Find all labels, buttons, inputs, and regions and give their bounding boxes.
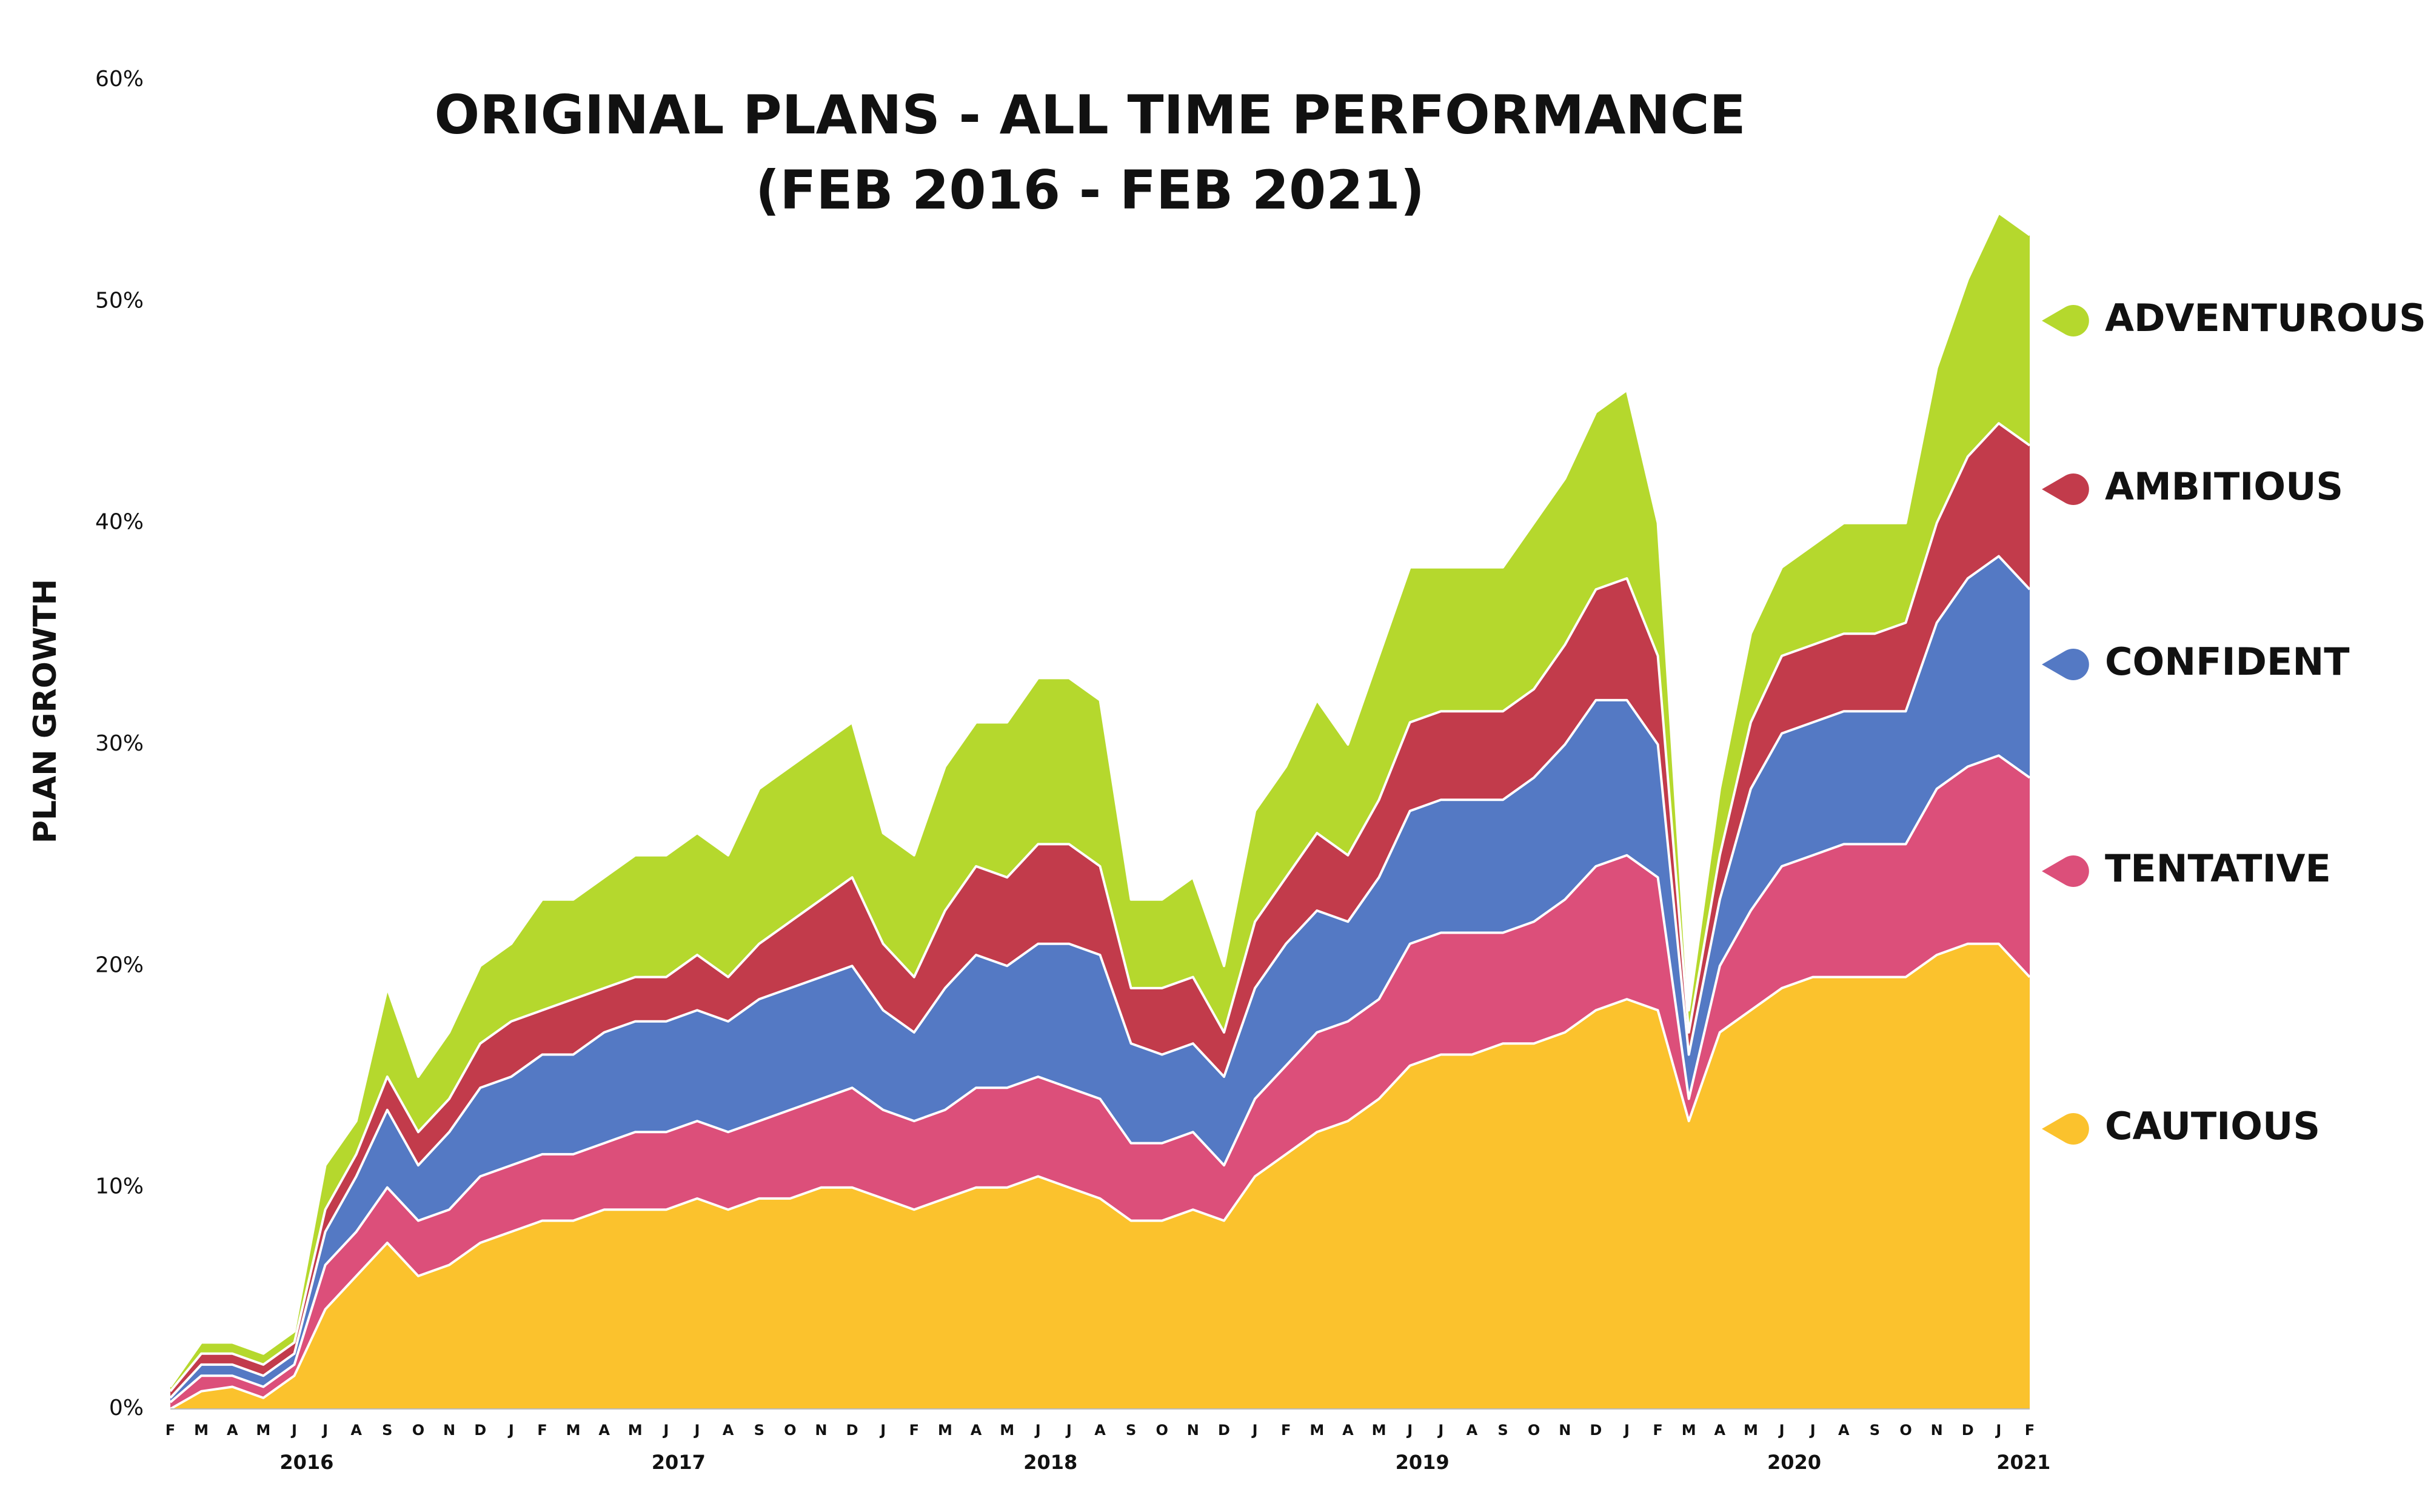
- legend-label: AMBITIOUS: [2105, 464, 2343, 509]
- y-tick-label: 40%: [95, 510, 144, 535]
- x-tick-label: A: [1342, 1422, 1354, 1439]
- x-tick-label: M: [256, 1422, 270, 1439]
- year-label: 2021: [1996, 1451, 2050, 1474]
- x-tick-label: J: [290, 1422, 297, 1439]
- area-line: [170, 942, 2031, 1410]
- y-tick-label: 0%: [109, 1396, 144, 1420]
- x-tick-label: J: [1995, 1422, 2001, 1439]
- chart-subtitle: (FEB 2016 - FEB 2021): [755, 159, 1425, 221]
- x-tick-label: O: [1528, 1422, 1540, 1439]
- year-label: 2018: [1023, 1451, 1077, 1474]
- x-tick-label: M: [566, 1422, 581, 1439]
- legend-marker: [2042, 304, 2089, 337]
- y-tick-label: 60%: [95, 67, 144, 92]
- legend-marker: [2042, 473, 2089, 506]
- legend-marker: [2042, 855, 2089, 887]
- x-tick-label: D: [1962, 1422, 1974, 1439]
- x-tick-label: S: [1870, 1422, 1880, 1439]
- x-tick-label: F: [2025, 1422, 2035, 1439]
- x-tick-label: S: [1126, 1422, 1136, 1439]
- chart-title: ORIGINAL PLANS - ALL TIME PERFORMANCE: [434, 84, 1745, 146]
- x-tick-label: A: [1714, 1422, 1726, 1439]
- x-tick-label: A: [723, 1422, 734, 1439]
- area-fill: [170, 943, 2030, 1409]
- x-tick-label: J: [694, 1422, 700, 1439]
- year-label: 2017: [652, 1451, 706, 1474]
- y-tick-label: 10%: [95, 1174, 144, 1199]
- x-tick-label: D: [1590, 1422, 1602, 1439]
- x-tick-label: S: [1497, 1422, 1508, 1439]
- x-tick-label: D: [1218, 1422, 1230, 1439]
- x-tick-label: M: [628, 1422, 643, 1439]
- x-tick-label: D: [474, 1422, 486, 1439]
- x-tick-label: D: [846, 1422, 858, 1439]
- x-tick-label: A: [1094, 1422, 1106, 1439]
- x-tick-label: F: [537, 1422, 547, 1439]
- x-tick-label: A: [598, 1422, 610, 1439]
- legend-marker: [2042, 1113, 2089, 1145]
- x-tick-label: M: [1000, 1422, 1014, 1439]
- x-tick-label: N: [443, 1422, 455, 1439]
- x-tick-label: F: [909, 1422, 919, 1439]
- x-tick-label: J: [662, 1422, 669, 1439]
- y-tick-label: 50%: [95, 288, 144, 313]
- y-axis-title: PLAN GROWTH: [27, 579, 64, 843]
- x-tick-label: M: [1372, 1422, 1386, 1439]
- x-tick-label: A: [1467, 1422, 1478, 1439]
- x-tick-label: J: [1437, 1422, 1443, 1439]
- x-tick-label: J: [879, 1422, 886, 1439]
- x-tick-label: S: [754, 1422, 764, 1439]
- x-tick-label: J: [1251, 1422, 1258, 1439]
- area-line: [169, 422, 2031, 1393]
- area-line: [169, 555, 2031, 1399]
- y-tick-label: 20%: [95, 952, 144, 977]
- x-tick-label: M: [1682, 1422, 1696, 1439]
- x-tick-label: O: [784, 1422, 796, 1439]
- x-tick-label: J: [1065, 1422, 1072, 1439]
- legend-label: TENTATIVE: [2105, 846, 2331, 891]
- x-tick-label: M: [1744, 1422, 1758, 1439]
- x-tick-label: A: [350, 1422, 362, 1439]
- x-tick-label: A: [227, 1422, 238, 1439]
- y-tick-label: 30%: [95, 731, 144, 756]
- x-tick-label: J: [1406, 1422, 1413, 1439]
- legend-label: ADVENTUROUS: [2105, 296, 2425, 340]
- x-tick-label: F: [166, 1422, 175, 1439]
- legend-label: CONFIDENT: [2105, 640, 2350, 684]
- x-tick-label: J: [507, 1422, 514, 1439]
- area-line: [169, 754, 2031, 1403]
- x-tick-label: J: [1623, 1422, 1630, 1439]
- x-tick-label: M: [194, 1422, 209, 1439]
- area-line: [169, 212, 2031, 1388]
- x-tick-label: O: [1156, 1422, 1168, 1439]
- legend-label: CAUTIOUS: [2105, 1104, 2320, 1148]
- legend-marker: [2042, 648, 2089, 681]
- year-label: 2016: [279, 1451, 333, 1474]
- x-tick-label: N: [1559, 1422, 1571, 1439]
- x-tick-label: A: [971, 1422, 982, 1439]
- x-tick-label: N: [1187, 1422, 1199, 1439]
- year-label: 2020: [1767, 1451, 1821, 1474]
- x-tick-label: F: [1281, 1422, 1291, 1439]
- x-tick-label: O: [1899, 1422, 1912, 1439]
- year-label: 2019: [1396, 1451, 1450, 1474]
- x-tick-label: S: [382, 1422, 392, 1439]
- x-tick-label: F: [1653, 1422, 1662, 1439]
- x-tick-label: J: [321, 1422, 328, 1439]
- x-tick-label: M: [1310, 1422, 1324, 1439]
- x-tick-label: M: [938, 1422, 952, 1439]
- x-tick-label: J: [1034, 1422, 1041, 1439]
- x-tick-label: A: [1838, 1422, 1850, 1439]
- x-tick-label: N: [815, 1422, 827, 1439]
- x-tick-label: N: [1931, 1422, 1943, 1439]
- x-tick-label: O: [412, 1422, 424, 1439]
- x-tick-label: J: [1809, 1422, 1816, 1439]
- x-tick-label: J: [1778, 1422, 1785, 1439]
